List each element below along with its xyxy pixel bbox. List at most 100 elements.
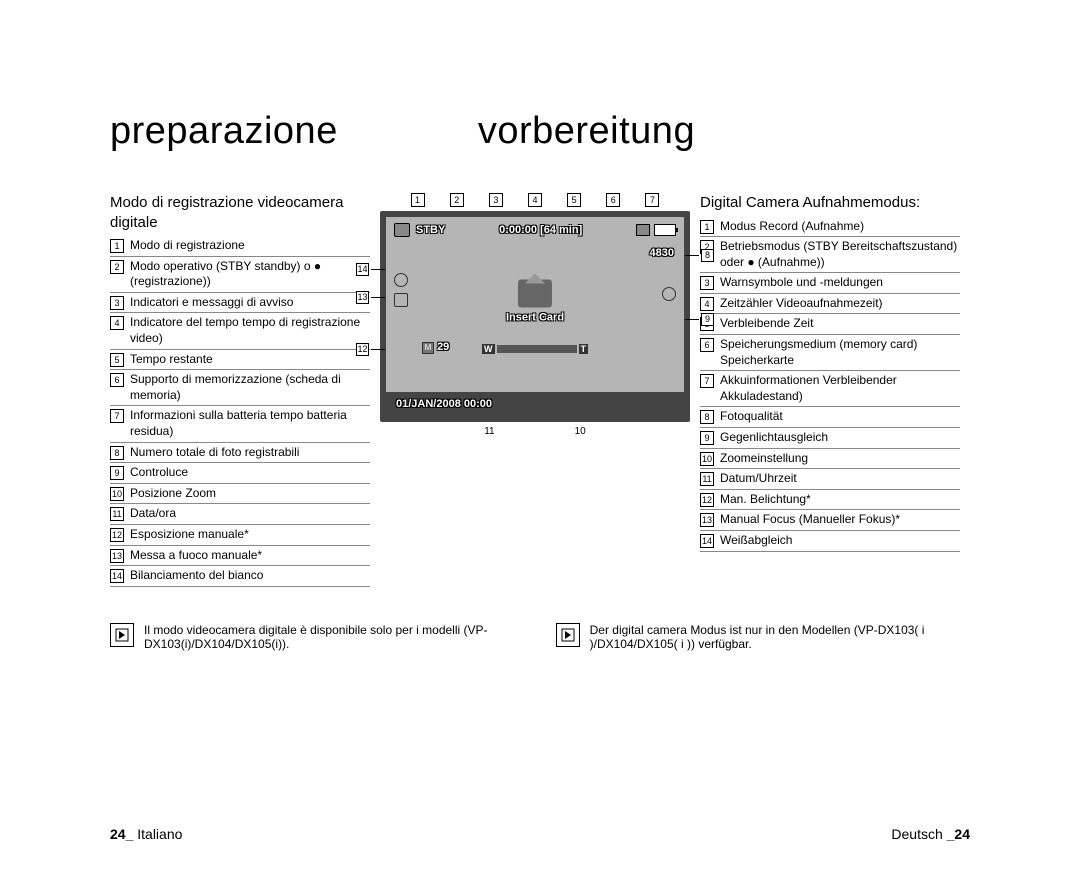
callout-1: 1 — [411, 193, 425, 207]
legend-number: 13 — [110, 549, 124, 563]
legend-number: 2 — [110, 260, 124, 274]
callout-8: 8 — [701, 249, 714, 262]
legend-row: 4 Indicatore del tempo tempo di registraz… — [110, 313, 370, 349]
legend-number: 9 — [110, 466, 124, 480]
m-icon: M — [422, 342, 434, 354]
legend-text: Tempo restante — [130, 352, 213, 368]
legend-text: Indicatori e messaggi di avviso — [130, 295, 293, 311]
legend-text: Posizione Zoom — [130, 486, 216, 502]
callout-14: 14 — [356, 263, 369, 276]
note-icon — [110, 623, 134, 647]
legend-text: Man. Belichtung* — [720, 492, 811, 508]
osd-photo-count: 4830 — [650, 247, 674, 259]
legend-text: Modo di registrazione — [130, 238, 245, 254]
callout-7: 7 — [645, 193, 659, 207]
legend-row: 14 Weißabgleich — [700, 531, 960, 552]
legend-row: 7 Akkuinformationen Verbleibender Akkulad… — [700, 371, 960, 407]
zoom-t: T — [579, 344, 589, 354]
subhead-left: Modo di registrazione videocamera digita… — [110, 193, 370, 232]
legend-row: 9 Controluce — [110, 463, 370, 484]
legend-number: 4 — [700, 297, 714, 311]
note-icon — [556, 623, 580, 647]
legend-german: Digital Camera Aufnahmemodus: 1 Modus Rec… — [700, 193, 960, 552]
legend-text: Modus Record (Aufnahme) — [720, 219, 864, 235]
legend-text: Zeitzähler Videoaufnahmezeit) — [720, 296, 883, 312]
legend-number: 14 — [700, 534, 714, 548]
legend-row: 6 Speicherungsmedium (memory card) Speich… — [700, 335, 960, 371]
page-lang-left: Italiano — [137, 826, 182, 842]
legend-number: 3 — [110, 296, 124, 310]
legend-text: Weißabgleich — [720, 533, 792, 549]
osd-stby: STBY — [416, 224, 445, 236]
legend-text: Modo operativo (STBY standby) o ● (regis… — [130, 259, 370, 290]
legend-row: 1 Modus Record (Aufnahme) — [700, 217, 960, 238]
legend-number: 8 — [700, 410, 714, 424]
subhead-right: Digital Camera Aufnahmemodus: — [700, 193, 960, 213]
legend-row: 5Verbleibende Zeit — [700, 314, 960, 335]
legend-text: Gegenlichtausgleich — [720, 430, 828, 446]
callout-12: 12 — [356, 343, 369, 356]
legend-text: Datum/Uhrzeit — [720, 471, 797, 487]
legend-text: Manual Focus (Manueller Fokus)* — [720, 512, 900, 528]
legend-row: 11 Data/ora — [110, 504, 370, 525]
legend-number: 8 — [110, 446, 124, 460]
legend-number: 12 — [700, 493, 714, 507]
legend-row: 8Fotoqualität — [700, 407, 960, 428]
legend-number: 9 — [700, 431, 714, 445]
backlight-icon — [662, 287, 676, 301]
legend-number: 6 — [110, 373, 124, 387]
legend-text: Data/ora — [130, 506, 176, 522]
battery-icon — [654, 224, 676, 236]
callout-13: 13 — [356, 291, 369, 304]
callout-10: 10 — [575, 426, 586, 437]
callout-11: 11 — [484, 426, 494, 437]
footer-left: 24_ Italiano — [110, 826, 182, 842]
callouts-top: 1234567 — [380, 193, 690, 207]
page-num-right: _24 — [947, 826, 970, 842]
legend-row: 1Modo di registrazione — [110, 236, 370, 257]
callout-5: 5 — [567, 193, 581, 207]
legend-italian: Modo di registrazione videocamera digita… — [110, 193, 370, 587]
callouts-bottom: 11 10 — [380, 426, 690, 437]
legend-number: 11 — [110, 507, 124, 521]
camera-icon — [394, 223, 410, 237]
legend-number: 14 — [110, 569, 124, 583]
legend-row: 13 Manual Focus (Manueller Fokus)* — [700, 510, 960, 531]
note-text-left: Il modo videocamera digitale è disponibi… — [144, 623, 516, 651]
osd-num: 29 — [437, 341, 449, 353]
legend-row: 12 Esposizione manuale* — [110, 525, 370, 546]
insert-card-icon — [518, 279, 552, 307]
legend-number: 7 — [700, 374, 714, 388]
legend-row: 13 Messa a fuoco manuale* — [110, 546, 370, 567]
mf-icon — [394, 293, 408, 307]
legend-number: 6 — [700, 338, 714, 352]
legend-text: Akkuinformationen Verbleibender Akkulade… — [720, 373, 960, 404]
legend-number: 13 — [700, 513, 714, 527]
legend-number: 4 — [110, 316, 124, 330]
legend-row: 12 Man. Belichtung* — [700, 490, 960, 511]
legend-row: 7Informazioni sulla batteria tempo batte… — [110, 406, 370, 442]
note-text-right: Der digital camera Modus ist nur in den … — [590, 623, 970, 651]
legend-text: Controluce — [130, 465, 188, 481]
legend-row: 4 Zeitzähler Videoaufnahmezeit) — [700, 294, 960, 315]
title-left: preparazione — [110, 110, 338, 153]
callout-9: 9 — [701, 313, 714, 326]
legend-text: Esposizione manuale* — [130, 527, 249, 543]
legend-number: 12 — [110, 528, 124, 542]
osd-date: 01/JAN/2008 00:00 — [396, 398, 492, 410]
note-german: Der digital camera Modus ist nur in den … — [556, 623, 970, 651]
note-italian: Il modo videocamera digitale è disponibi… — [110, 623, 516, 651]
legend-row: 6Supporto di memorizzazione (scheda di m… — [110, 370, 370, 406]
legend-text: Messa a fuoco manuale* — [130, 548, 262, 564]
legend-row: 10Zoomeinstellung — [700, 449, 960, 470]
legend-number: 10 — [110, 487, 124, 501]
callout-3: 3 — [489, 193, 503, 207]
lcd-diagram: 1234567 14 13 12 8 9 STBY 0:00:00 [64 mi… — [380, 193, 690, 437]
legend-number: 1 — [700, 220, 714, 234]
legend-number: 10 — [700, 452, 714, 466]
legend-text: Speicherungsmedium (memory card) Speiche… — [720, 337, 960, 368]
card-small-icon — [636, 224, 650, 236]
legend-number: 5 — [110, 353, 124, 367]
legend-text: Indicatore del tempo tempo di registrazi… — [130, 315, 370, 346]
legend-row: 2 Modo operativo (STBY standby) o ● (regi… — [110, 257, 370, 293]
